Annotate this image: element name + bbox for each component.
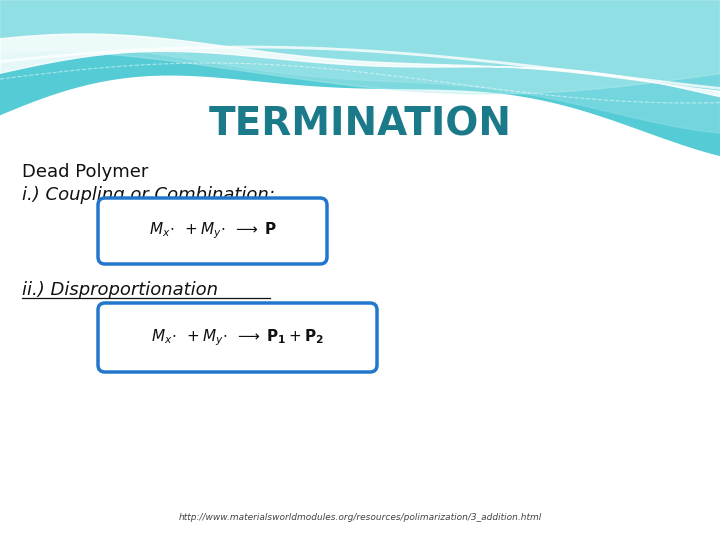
Text: http://www.materialsworldmodules.org/resources/polimarization/3_addition.html: http://www.materialsworldmodules.org/res…	[179, 514, 541, 523]
Text: ii.) Disproportionation: ii.) Disproportionation	[22, 281, 218, 299]
Text: Dead Polymer: Dead Polymer	[22, 163, 148, 181]
Text: $M_x\!\cdot\;+M_y\!\cdot\;\longrightarrow\;\mathbf{P_1}+\mathbf{P_2}$: $M_x\!\cdot\;+M_y\!\cdot\;\longrightarro…	[151, 327, 324, 348]
Text: TERMINATION: TERMINATION	[209, 106, 511, 144]
Text: $M_x\!\cdot\;+M_y\!\cdot\;\longrightarrow\;\mathbf{P}$: $M_x\!\cdot\;+M_y\!\cdot\;\longrightarro…	[148, 221, 276, 241]
Text: i.) Coupling or Combination;: i.) Coupling or Combination;	[22, 186, 275, 204]
FancyBboxPatch shape	[98, 303, 377, 372]
FancyBboxPatch shape	[98, 198, 327, 264]
